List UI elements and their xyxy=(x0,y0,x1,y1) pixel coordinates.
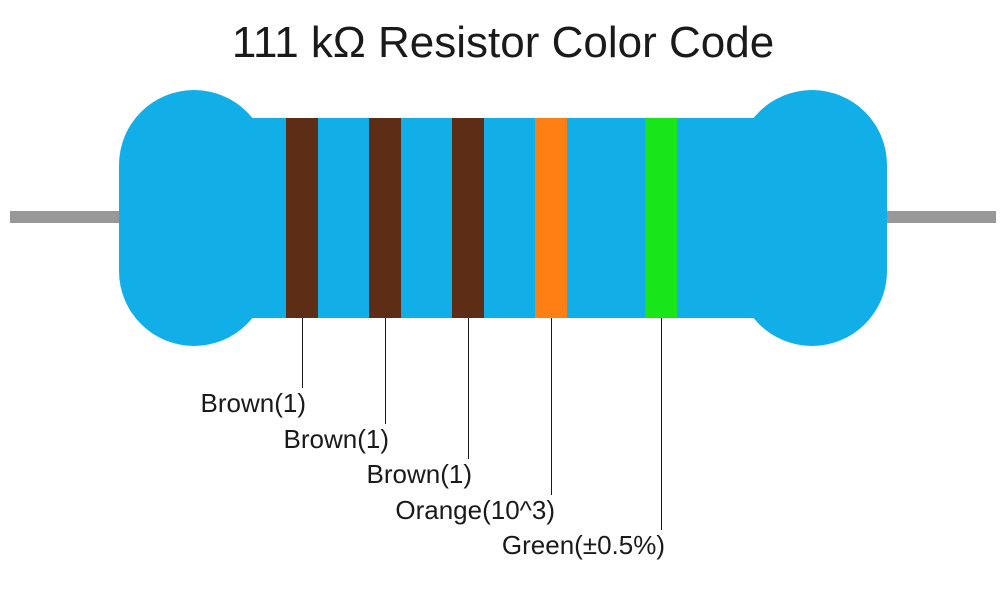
lead-wire-left xyxy=(10,211,130,223)
label-leader-line-1 xyxy=(302,318,303,388)
lead-wire-right xyxy=(876,211,996,223)
label-leader-line-2 xyxy=(385,318,386,424)
color-band-4 xyxy=(535,118,567,318)
label-leader-line-5 xyxy=(661,318,662,530)
label-leader-line-3 xyxy=(468,318,469,459)
color-band-2 xyxy=(369,118,401,318)
band-label-5: Green(±0.5%) xyxy=(502,530,665,561)
color-band-5 xyxy=(645,118,677,318)
resistor-endcap-right xyxy=(737,90,887,346)
band-label-1: Brown(1) xyxy=(201,388,306,419)
label-leader-line-4 xyxy=(551,318,552,495)
band-label-4: Orange(10^3) xyxy=(395,495,555,526)
band-label-3: Brown(1) xyxy=(367,459,472,490)
color-band-3 xyxy=(452,118,484,318)
diagram-title: 111 kΩ Resistor Color Code xyxy=(0,18,1006,68)
color-band-1 xyxy=(286,118,318,318)
band-label-2: Brown(1) xyxy=(284,424,389,455)
